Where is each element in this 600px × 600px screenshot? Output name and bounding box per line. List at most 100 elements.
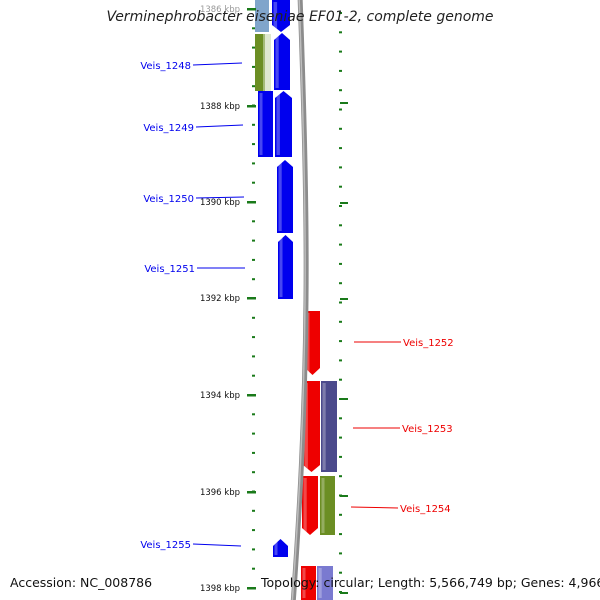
minor-tick — [252, 220, 255, 223]
minor-tick — [339, 475, 342, 478]
minor-tick — [339, 282, 342, 285]
ruler-tick-label: 1392 kbp — [200, 294, 240, 304]
summary-text: Topology: circular; Length: 5,566,749 bp… — [261, 575, 600, 590]
minor-tick — [340, 398, 348, 400]
minor-tick — [252, 567, 255, 570]
minor-tick — [339, 262, 342, 265]
gene-labels: Veis_1248 Veis_1249 Veis_1250 Veis_1251 Veis… — [140, 61, 453, 551]
ruler-tick-mark — [247, 394, 256, 397]
gene-arrow-body — [272, 0, 290, 32]
gene-arrow-body — [302, 476, 318, 535]
gene-arrow-body — [258, 91, 273, 157]
minor-tick — [252, 46, 255, 49]
gene-label-line — [195, 196, 245, 199]
backbone-curve — [290, 0, 309, 600]
ruler-tick-mark — [247, 105, 256, 108]
minor-tick — [252, 85, 255, 88]
minor-tick — [339, 127, 342, 130]
gene-label: Veis_1254 — [400, 504, 451, 515]
ruler-tick-label: 1398 kbp — [200, 584, 240, 594]
ruler-tick-mark — [247, 587, 256, 590]
gene-veis-1255 — [273, 539, 288, 557]
ruler-tick-label: 1386 kbp — [200, 5, 240, 15]
gene-arrow-highlight — [276, 93, 280, 155]
minor-tick — [252, 471, 255, 474]
gene-arrow-body — [273, 539, 288, 557]
gene-arrow-body — [301, 566, 316, 600]
minor-tick — [252, 529, 255, 532]
gene-label: Veis_1253 — [402, 424, 453, 435]
gene-label: Veis_1248 — [140, 61, 191, 72]
minor-tick — [339, 552, 342, 555]
minor-tick — [252, 239, 255, 242]
ruler-tick-label: 1394 kbp — [200, 391, 240, 401]
accession-text: Accession: NC_008786 — [10, 575, 153, 590]
gene-arrow-body — [320, 476, 335, 535]
gene-arrow-highlight — [322, 383, 326, 470]
minor-tick — [252, 123, 255, 126]
gene-arrow-highlight — [279, 237, 283, 297]
gene-arrow-highlight — [304, 383, 308, 470]
minor-tick — [339, 108, 342, 111]
gene-arrow-highlight — [275, 35, 279, 88]
minor-tick — [339, 359, 342, 362]
minor-tick — [339, 436, 342, 439]
cog-block — [255, 34, 265, 91]
ruler-tick-mark — [247, 201, 256, 204]
minor-tick — [252, 336, 255, 339]
minor-tick — [339, 320, 342, 323]
minor-tick — [252, 374, 255, 377]
minor-tick — [340, 298, 348, 300]
gene-label-line — [192, 62, 243, 66]
gene-label: Veis_1250 — [143, 194, 194, 205]
gene-arrow-body — [303, 381, 320, 472]
gene-arrow-highlight — [274, 541, 278, 555]
minor-tick — [252, 355, 255, 358]
gene-label: Veis_1251 — [144, 264, 195, 275]
minor-tick — [339, 243, 342, 246]
minor-tick — [339, 12, 342, 14]
ruler-tick-label: 1396 kbp — [200, 488, 240, 498]
map-title: Verminephrobacter eiseniae EF01-2, compl… — [106, 9, 494, 25]
gene-arrow-body — [277, 160, 293, 233]
gene-veis-1248 — [274, 33, 290, 90]
minor-tick — [339, 378, 342, 381]
genome-backbone — [290, 0, 309, 600]
gene-arrow-body — [321, 381, 337, 472]
gene-arrow-body — [317, 566, 333, 600]
minor-tick — [252, 451, 255, 454]
ruler-tick-mark — [247, 491, 256, 494]
minor-tick — [340, 592, 348, 594]
cog-block-1253 — [321, 381, 337, 472]
gene-veis-1254 — [302, 476, 318, 535]
gene-features — [255, 0, 337, 600]
minor-tick — [339, 301, 342, 304]
gene-veis-1252 — [305, 311, 320, 375]
minor-tick — [340, 102, 348, 104]
gene-veis-1251 — [278, 235, 293, 299]
minor-tick — [340, 495, 348, 497]
minor-tick — [339, 185, 342, 188]
gene-arrow-highlight — [278, 162, 282, 231]
gene-veis-1249 — [275, 91, 292, 157]
cog-block — [263, 34, 271, 91]
minor-tick — [340, 202, 348, 204]
minor-tick — [252, 181, 255, 184]
gene-arrow-highlight — [321, 478, 325, 533]
gene-arrow-highlight — [259, 93, 263, 155]
gene-veis-1250 — [277, 160, 293, 233]
minor-tick — [252, 432, 255, 435]
minor-tick — [252, 258, 255, 261]
gene-label-line — [195, 124, 244, 128]
minor-tick — [339, 50, 342, 53]
minor-tick — [252, 509, 255, 512]
gene-label: Veis_1255 — [140, 540, 191, 551]
gene-label-line — [192, 543, 242, 547]
gene-veis-1253 — [303, 381, 320, 472]
ruler-tick-mark — [247, 297, 256, 300]
gene-arrow-body — [278, 235, 293, 299]
minor-tick — [252, 278, 255, 281]
minor-tick — [252, 413, 255, 416]
cog-block — [255, 0, 269, 32]
